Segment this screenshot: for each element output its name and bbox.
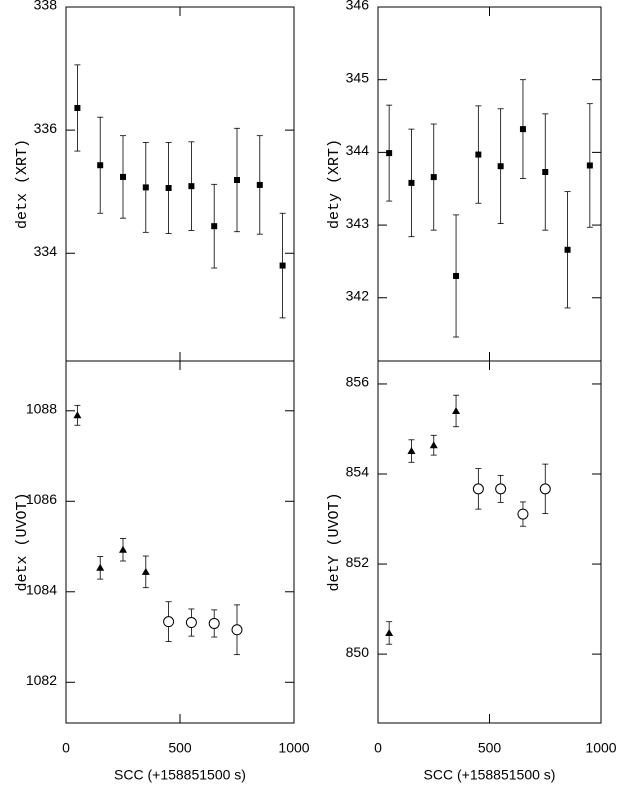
data-point xyxy=(96,563,105,571)
x-tick-label: 500 xyxy=(168,740,192,756)
data-point xyxy=(165,185,172,192)
data-point xyxy=(279,262,286,269)
y-tick-label: 850 xyxy=(346,644,370,660)
plot-frame xyxy=(65,360,295,724)
data-point xyxy=(586,162,593,169)
data-point xyxy=(542,169,549,176)
data-point xyxy=(120,173,126,180)
y-axis-label: dety (XRT) xyxy=(326,139,343,229)
y-tick-label: 856 xyxy=(346,374,370,390)
x-tick-label: 1000 xyxy=(585,740,616,756)
data-point xyxy=(475,151,482,158)
data-point xyxy=(519,126,526,133)
data-point xyxy=(564,246,571,253)
data-point xyxy=(517,508,529,520)
data-point xyxy=(453,272,460,279)
data-point xyxy=(430,174,437,181)
data-point xyxy=(208,617,220,629)
y-axis-label: detY (UVOT) xyxy=(326,492,343,591)
x-axis-label: SCC (+158851500 s) xyxy=(114,767,246,783)
data-point xyxy=(386,150,393,157)
y-tick-label: 334 xyxy=(34,243,58,259)
data-point xyxy=(472,483,484,495)
data-point xyxy=(495,483,507,495)
y-tick-label: 342 xyxy=(346,287,370,303)
y-tick-label: 336 xyxy=(34,120,58,136)
y-tick-label: 1084 xyxy=(26,581,57,597)
data-point xyxy=(74,104,81,111)
y-tick-label: 346 xyxy=(346,0,370,13)
y-tick-label: 1082 xyxy=(26,672,57,688)
data-point xyxy=(429,441,438,449)
data-point xyxy=(452,406,461,414)
data-point xyxy=(97,162,104,169)
x-tick-label: 1000 xyxy=(278,740,309,756)
plot-frame xyxy=(377,360,602,724)
data-point xyxy=(73,411,82,419)
y-tick-label: 345 xyxy=(346,69,370,85)
y-tick-label: 344 xyxy=(346,142,370,158)
x-tick-label: 0 xyxy=(62,740,70,756)
x-axis-label: SCC (+158851500 s) xyxy=(424,767,556,783)
data-point xyxy=(385,628,394,636)
data-point xyxy=(234,176,240,183)
data-point xyxy=(408,179,415,186)
data-point xyxy=(185,617,197,629)
y-axis-label: detx (XRT) xyxy=(14,139,31,229)
y-tick-label: 338 xyxy=(34,0,58,13)
y-tick-label: 852 xyxy=(346,554,370,570)
data-point xyxy=(163,616,175,628)
x-tick-label: 500 xyxy=(478,740,502,756)
x-tick-label: 0 xyxy=(374,740,382,756)
data-point xyxy=(119,545,127,553)
data-point xyxy=(211,223,218,230)
y-tick-label: 854 xyxy=(346,464,370,480)
data-point xyxy=(539,483,551,495)
y-tick-label: 343 xyxy=(346,215,370,231)
y-tick-label: 1086 xyxy=(26,491,57,507)
y-tick-label: 1088 xyxy=(26,400,57,416)
y-axis-label: detx (UVOT) xyxy=(14,492,31,591)
data-point xyxy=(256,181,263,188)
data-point xyxy=(141,567,150,575)
data-point xyxy=(407,447,416,455)
data-point xyxy=(497,163,504,170)
data-point xyxy=(188,183,195,190)
data-point xyxy=(231,624,243,636)
data-point xyxy=(142,184,149,191)
